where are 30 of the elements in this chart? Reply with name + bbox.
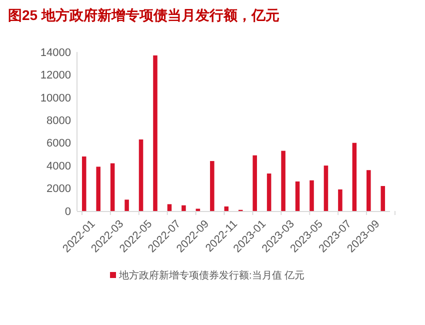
bar (324, 166, 328, 211)
y-tick-label: 10000 (40, 92, 71, 104)
bar (153, 55, 158, 211)
bar (266, 174, 272, 211)
bar (352, 142, 357, 211)
bar (224, 206, 229, 211)
bar (82, 156, 86, 211)
bar (138, 139, 144, 211)
bar (281, 150, 286, 211)
bar (310, 180, 314, 211)
y-tick-label: 2000 (46, 183, 71, 196)
bar (295, 181, 300, 211)
bar (252, 155, 257, 211)
bar (124, 200, 129, 211)
bar (366, 170, 371, 211)
y-tick-label: 6000 (46, 138, 71, 150)
y-tick-label: 14000 (40, 46, 71, 59)
bar (182, 205, 186, 211)
bar (380, 186, 386, 211)
y-tick-label: 12000 (40, 70, 71, 82)
bar (167, 204, 172, 211)
bar (210, 161, 214, 211)
legend-label: 地方政府新增专项债券发行额:当月值 亿元 (118, 270, 305, 282)
y-tick-label: 8000 (46, 114, 71, 127)
bar (338, 189, 342, 211)
y-tick-label: 4000 (46, 160, 71, 172)
bar (110, 163, 115, 211)
chart-title: 图25 地方政府新增专项债当月发行额，亿元 (8, 7, 280, 23)
bar (96, 166, 100, 211)
y-tick-label: 0 (64, 206, 71, 218)
